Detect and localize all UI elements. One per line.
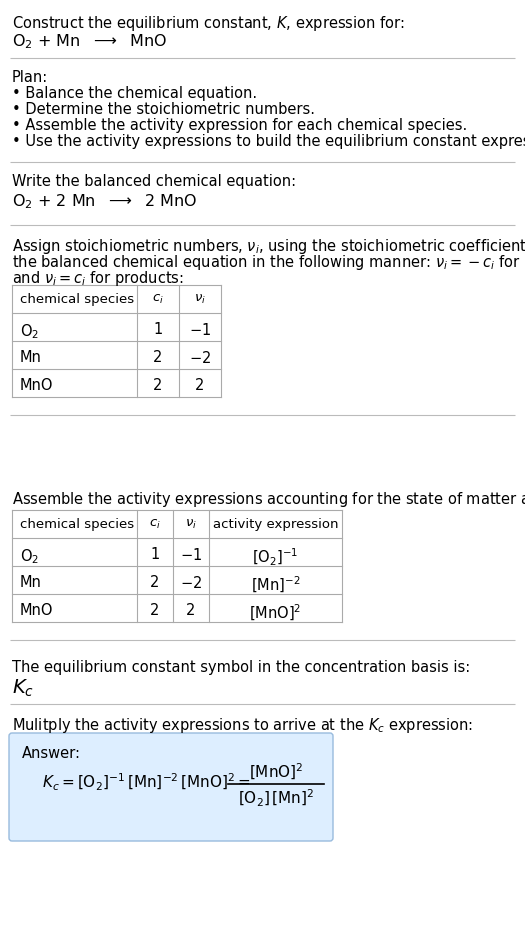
Text: MnO: MnO xyxy=(20,378,54,393)
Text: $c_i$: $c_i$ xyxy=(152,293,164,306)
Text: 1: 1 xyxy=(150,547,160,562)
Text: $[\mathrm{MnO}]^{2}$: $[\mathrm{MnO}]^{2}$ xyxy=(249,603,302,623)
Text: $\mathit{K}_c$: $\mathit{K}_c$ xyxy=(12,678,34,699)
Text: chemical species: chemical species xyxy=(20,518,134,531)
Text: 2: 2 xyxy=(150,603,160,618)
Text: $\nu_i$: $\nu_i$ xyxy=(185,518,197,531)
Text: • Determine the stoichiometric numbers.: • Determine the stoichiometric numbers. xyxy=(12,102,315,117)
Text: Assemble the activity expressions accounting for the state of matter and $\nu_i$: Assemble the activity expressions accoun… xyxy=(12,490,525,509)
Text: 1: 1 xyxy=(153,322,163,337)
Text: $-2$: $-2$ xyxy=(189,350,211,366)
Text: $K_c = [\mathrm{O_2}]^{-1}\,[\mathrm{Mn}]^{-2}\,[\mathrm{MnO}]^{2} =$: $K_c = [\mathrm{O_2}]^{-1}\,[\mathrm{Mn}… xyxy=(42,772,251,793)
Text: $[\mathrm{Mn}]^{-2}$: $[\mathrm{Mn}]^{-2}$ xyxy=(251,575,300,595)
Text: $-1$: $-1$ xyxy=(189,322,211,338)
Text: $-1$: $-1$ xyxy=(180,547,202,563)
Text: Mn: Mn xyxy=(20,350,42,365)
Text: $[\mathrm{O_2}]\,[\mathrm{Mn}]^{2}$: $[\mathrm{O_2}]\,[\mathrm{Mn}]^{2}$ xyxy=(238,788,314,809)
Text: $\mathrm{O_2}$ + Mn  $\longrightarrow$  MnO: $\mathrm{O_2}$ + Mn $\longrightarrow$ Mn… xyxy=(12,32,167,51)
Text: 2: 2 xyxy=(153,378,163,393)
Text: Answer:: Answer: xyxy=(22,746,81,761)
Text: • Balance the chemical equation.: • Balance the chemical equation. xyxy=(12,86,257,101)
Text: • Use the activity expressions to build the equilibrium constant expression.: • Use the activity expressions to build … xyxy=(12,134,525,149)
Text: $\mathrm{O_2}$ + 2 Mn  $\longrightarrow$  2 MnO: $\mathrm{O_2}$ + 2 Mn $\longrightarrow$ … xyxy=(12,192,197,211)
Text: 2: 2 xyxy=(186,603,196,618)
Text: $\nu_i$: $\nu_i$ xyxy=(194,293,206,306)
Text: Mn: Mn xyxy=(20,575,42,590)
Text: Mulitply the activity expressions to arrive at the $K_c$ expression:: Mulitply the activity expressions to arr… xyxy=(12,716,473,735)
Text: the balanced chemical equation in the following manner: $\nu_i = -c_i$ for react: the balanced chemical equation in the fo… xyxy=(12,253,525,272)
Text: $c_i$: $c_i$ xyxy=(149,518,161,531)
Text: $-2$: $-2$ xyxy=(180,575,202,591)
Text: Write the balanced chemical equation:: Write the balanced chemical equation: xyxy=(12,174,296,189)
Text: activity expression: activity expression xyxy=(213,518,338,531)
Text: 2: 2 xyxy=(153,350,163,365)
Text: 2: 2 xyxy=(195,378,205,393)
FancyBboxPatch shape xyxy=(9,733,333,841)
Text: Assign stoichiometric numbers, $\nu_i$, using the stoichiometric coefficients, $: Assign stoichiometric numbers, $\nu_i$, … xyxy=(12,237,525,256)
Text: $[\mathrm{MnO}]^{2}$: $[\mathrm{MnO}]^{2}$ xyxy=(249,762,303,782)
Text: Plan:: Plan: xyxy=(12,70,48,85)
Text: The equilibrium constant symbol in the concentration basis is:: The equilibrium constant symbol in the c… xyxy=(12,660,470,675)
Text: chemical species: chemical species xyxy=(20,293,134,306)
Text: Construct the equilibrium constant, $K$, expression for:: Construct the equilibrium constant, $K$,… xyxy=(12,14,405,33)
Text: MnO: MnO xyxy=(20,603,54,618)
Text: $\mathrm{O_2}$: $\mathrm{O_2}$ xyxy=(20,547,39,566)
Text: 2: 2 xyxy=(150,575,160,590)
Text: $[\mathrm{O_2}]^{-1}$: $[\mathrm{O_2}]^{-1}$ xyxy=(253,547,299,568)
Text: $\mathrm{O_2}$: $\mathrm{O_2}$ xyxy=(20,322,39,341)
Text: • Assemble the activity expression for each chemical species.: • Assemble the activity expression for e… xyxy=(12,118,467,133)
Text: and $\nu_i = c_i$ for products:: and $\nu_i = c_i$ for products: xyxy=(12,269,184,288)
